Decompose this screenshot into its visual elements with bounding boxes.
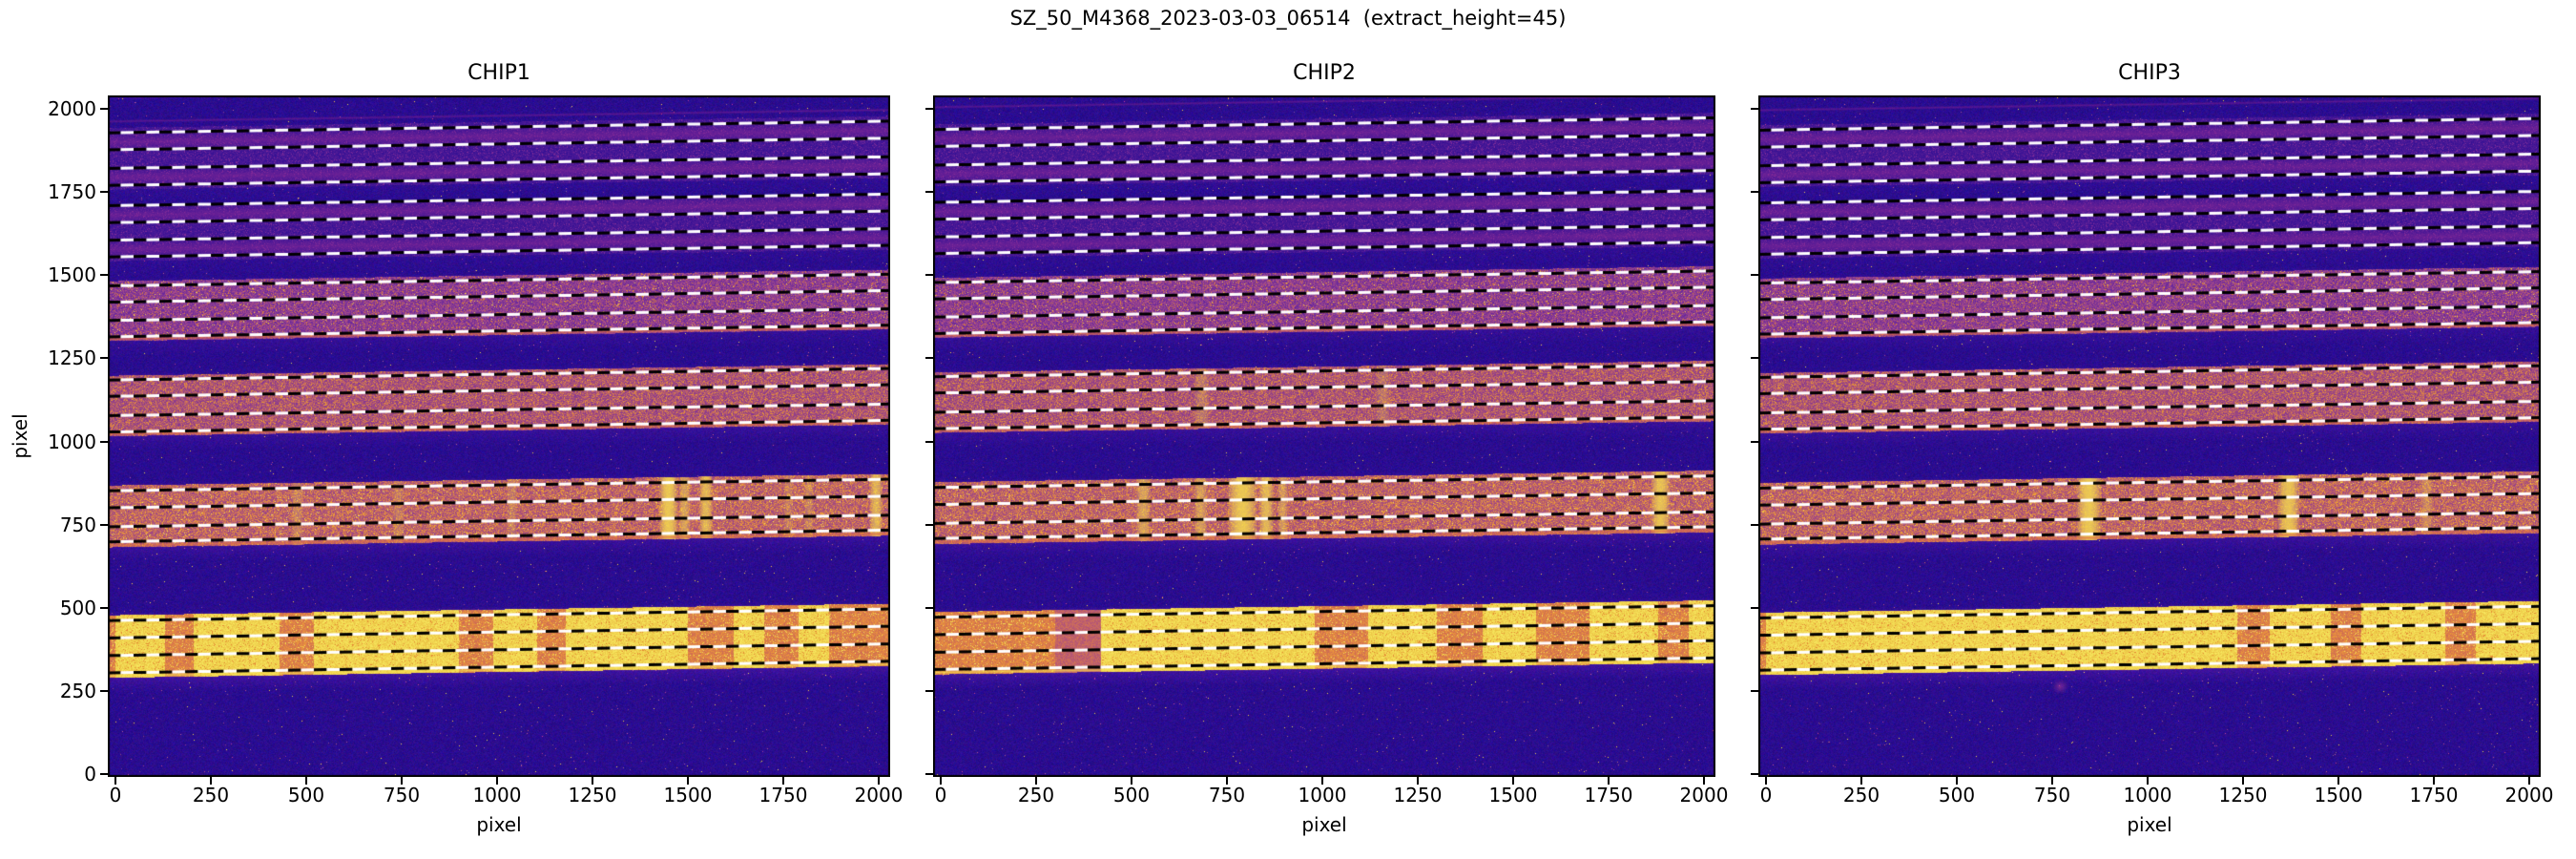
y-tick-mark <box>100 524 108 526</box>
x-tick-label: 500 <box>1091 785 1172 806</box>
x-tick-label: 1250 <box>552 785 633 806</box>
y-tick-mark <box>100 108 108 110</box>
y-tick-label: 2000 <box>16 97 96 120</box>
x-tick-label: 1250 <box>2203 785 2283 806</box>
y-tick-mark <box>100 607 108 609</box>
y-tick-label: 1000 <box>16 430 96 453</box>
x-tick-label: 250 <box>1821 785 1901 806</box>
x-tick-label: 1750 <box>1568 785 1649 806</box>
y-tick-label: 1500 <box>16 263 96 286</box>
x-tick-label: 1250 <box>1378 785 1458 806</box>
chip3-heatmap-image <box>1758 95 2541 777</box>
x-tick-label: 0 <box>901 785 981 806</box>
y-tick-label: 750 <box>16 513 96 536</box>
x-tick-label: 750 <box>2012 785 2092 806</box>
chip2-x-axis-label: pixel <box>933 813 1715 836</box>
y-tick-mark <box>925 274 933 276</box>
y-tick-label: 500 <box>16 597 96 619</box>
panel-chip1: CHIP1 <box>108 95 890 777</box>
x-tick-label: 1500 <box>648 785 728 806</box>
y-tick-mark <box>1751 524 1758 526</box>
y-tick-mark <box>925 690 933 692</box>
y-tick-mark <box>1751 274 1758 276</box>
y-tick-mark <box>925 607 933 609</box>
y-tick-mark <box>100 690 108 692</box>
y-tick-mark <box>100 773 108 775</box>
y-tick-mark <box>1751 191 1758 193</box>
x-tick-label: 0 <box>1726 785 1806 806</box>
y-tick-mark <box>1751 108 1758 110</box>
x-tick-label: 750 <box>362 785 442 806</box>
y-tick-mark <box>100 191 108 193</box>
y-tick-mark <box>925 524 933 526</box>
x-tick-label: 750 <box>1187 785 1267 806</box>
figure: SZ_50_M4368_2023-03-03_06514 (extract_he… <box>0 0 2576 859</box>
x-tick-label: 1000 <box>1282 785 1362 806</box>
x-tick-label: 500 <box>1917 785 1997 806</box>
x-tick-label: 1500 <box>1473 785 1553 806</box>
x-tick-label: 1750 <box>743 785 823 806</box>
chip1-heatmap-image <box>108 95 890 777</box>
x-tick-label: 1500 <box>2298 785 2379 806</box>
x-tick-label: 250 <box>996 785 1076 806</box>
y-tick-mark <box>1751 690 1758 692</box>
x-tick-label: 2000 <box>2489 785 2569 806</box>
y-tick-mark <box>100 441 108 443</box>
x-tick-label: 0 <box>75 785 156 806</box>
panel-chip1-title: CHIP1 <box>108 59 890 88</box>
panel-chip2: CHIP2 <box>933 95 1715 777</box>
x-tick-label: 500 <box>266 785 346 806</box>
y-tick-label: 1750 <box>16 180 96 203</box>
panel-chip2-title: CHIP2 <box>933 59 1715 88</box>
x-tick-label: 1000 <box>2108 785 2188 806</box>
y-tick-mark <box>100 357 108 359</box>
y-tick-mark <box>100 274 108 276</box>
y-tick-mark <box>925 108 933 110</box>
y-tick-mark <box>1751 441 1758 443</box>
x-tick-label: 1000 <box>457 785 537 806</box>
y-tick-mark <box>925 773 933 775</box>
y-tick-mark <box>925 357 933 359</box>
chip2-heatmap-image <box>933 95 1715 777</box>
chip3-x-axis-label: pixel <box>1758 813 2541 836</box>
y-tick-label: 1250 <box>16 346 96 369</box>
x-tick-label: 250 <box>171 785 251 806</box>
panel-chip3-title: CHIP3 <box>1758 59 2541 88</box>
y-tick-label: 250 <box>16 680 96 702</box>
y-tick-mark <box>1751 773 1758 775</box>
y-tick-mark <box>1751 607 1758 609</box>
y-tick-mark <box>925 191 933 193</box>
y-tick-mark <box>1751 357 1758 359</box>
y-tick-label: 0 <box>16 763 96 786</box>
y-tick-mark <box>925 441 933 443</box>
x-tick-label: 1750 <box>2394 785 2474 806</box>
figure-suptitle: SZ_50_M4368_2023-03-03_06514 (extract_he… <box>0 7 2576 30</box>
panel-chip3: CHIP3 <box>1758 95 2541 777</box>
chip1-x-axis-label: pixel <box>108 813 890 836</box>
